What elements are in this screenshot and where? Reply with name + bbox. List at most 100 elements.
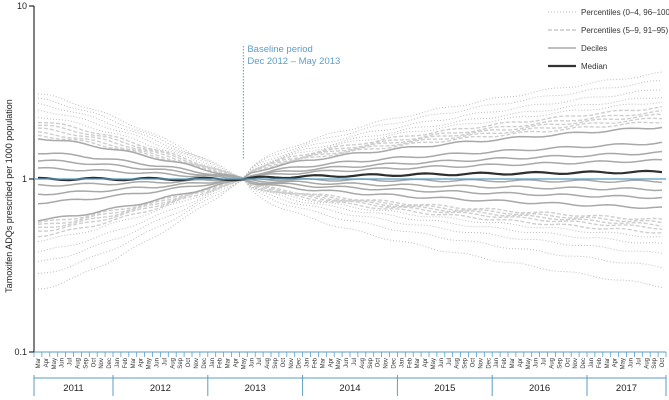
- month-label-71: Feb: [597, 357, 603, 368]
- month-label-52: Jul: [447, 358, 453, 366]
- series-line-mid-23: [37, 177, 663, 238]
- month-label-25: Apr: [233, 358, 239, 367]
- month-label-59: Feb: [502, 357, 508, 368]
- month-label-44: Nov: [384, 358, 390, 369]
- month-label-58: Jan: [494, 358, 500, 368]
- month-label-30: Sep: [273, 357, 279, 368]
- month-label-16: Jul: [162, 358, 168, 366]
- month-label-34: Jan: [305, 358, 311, 368]
- month-label-31: Oct: [281, 358, 287, 368]
- series-line-mid-19: [37, 179, 663, 224]
- month-label-69: Dec: [581, 358, 587, 369]
- baseline-annotation-line1: Baseline period: [247, 44, 313, 55]
- month-label-14: May: [147, 358, 153, 369]
- x-axis: Mar Apr May Jun Jul Aug Sep Oct Nov Dec Jan Feb Mar A…: [33, 351, 667, 396]
- series-line-decile-13: [37, 158, 663, 181]
- month-label-8: Nov: [99, 358, 105, 369]
- series-line-decile-15: [37, 177, 663, 187]
- legend-label-1: Percentiles (5–9, 91–95): [581, 26, 669, 35]
- month-label-12: Mar: [131, 358, 137, 368]
- month-label-72: Mar: [605, 358, 611, 368]
- month-label-79: Oct: [660, 358, 666, 368]
- month-label-67: Oct: [565, 358, 571, 368]
- month-label-17: Aug: [170, 358, 176, 369]
- month-label-9: Dec: [107, 358, 113, 369]
- month-label-55: Oct: [470, 358, 476, 368]
- month-label-37: Apr: [328, 358, 334, 367]
- series-line-median-14: [37, 169, 663, 182]
- month-label-39: Jun: [344, 358, 350, 368]
- series-layer: [37, 71, 663, 290]
- month-label-1: Apr: [44, 358, 50, 367]
- year-label-2016: 2016: [529, 383, 550, 394]
- month-label-68: Nov: [573, 358, 579, 369]
- legend-label-3: Median: [581, 62, 607, 71]
- month-label-51: Jun: [439, 358, 445, 368]
- month-label-48: Mar: [415, 358, 421, 368]
- month-label-27: Jun: [249, 358, 255, 368]
- month-label-40: Jul: [352, 358, 358, 366]
- series-line-outer-3: [37, 97, 663, 179]
- month-label-74: May: [621, 358, 627, 369]
- series-line-mid-9: [37, 121, 663, 179]
- ytick-10: 10: [17, 1, 34, 11]
- month-label-54: Sep: [463, 357, 469, 368]
- month-label-62: May: [526, 358, 532, 369]
- month-label-53: Aug: [455, 358, 461, 369]
- month-label-18: Sep: [178, 357, 184, 368]
- month-label-5: Aug: [76, 358, 82, 369]
- month-label-13: Apr: [139, 358, 145, 367]
- series-line-outer-26: [37, 179, 663, 262]
- month-label-46: Jan: [399, 358, 405, 368]
- year-label-2014: 2014: [339, 383, 360, 394]
- legend: Percentiles (0–4, 96–100) Percentiles (5–…: [548, 8, 669, 71]
- year-label-2012: 2012: [150, 383, 171, 394]
- series-line-decile-10: [37, 126, 663, 179]
- year-label-2017: 2017: [616, 383, 637, 394]
- month-label-4: Jul: [68, 358, 74, 366]
- series-line-decile-12: [37, 150, 663, 181]
- month-label-26: May: [241, 358, 247, 369]
- month-label-38: May: [336, 358, 342, 369]
- series-line-mid-8: [37, 117, 663, 180]
- month-label-22: Jan: [210, 358, 216, 368]
- ytick-label-0.1: 0.1: [14, 347, 27, 357]
- series-line-outer-28: [37, 177, 663, 290]
- month-label-28: Jul: [257, 358, 263, 366]
- month-label-63: Jun: [534, 358, 540, 368]
- legend-label-2: Deciles: [581, 44, 607, 53]
- month-label-43: Oct: [376, 358, 382, 368]
- month-label-15: Jun: [154, 358, 160, 368]
- series-line-mid-22: [37, 177, 663, 232]
- month-label-11: Feb: [123, 357, 129, 368]
- month-label-7: Oct: [91, 358, 97, 368]
- series-line-outer-24: [37, 178, 663, 243]
- year-label-2015: 2015: [434, 383, 455, 394]
- month-label-2: May: [52, 358, 58, 369]
- month-label-60: Mar: [510, 358, 516, 368]
- series-line-outer-1: [37, 80, 663, 181]
- series-line-outer-4: [37, 101, 663, 179]
- legend-label-0: Percentiles (0–4, 96–100): [581, 8, 669, 17]
- month-label-64: Jul: [542, 358, 548, 366]
- ytick-1: 1: [22, 174, 34, 184]
- month-label-0: Mar: [36, 358, 42, 368]
- month-label-36: Mar: [320, 358, 326, 368]
- month-label-49: Apr: [423, 358, 429, 367]
- series-line-outer-0: [37, 71, 663, 181]
- month-label-35: Feb: [312, 357, 318, 368]
- month-label-66: Sep: [557, 357, 563, 368]
- month-label-50: May: [431, 358, 437, 369]
- series-line-mid-6: [37, 109, 663, 181]
- month-label-61: Apr: [518, 358, 524, 367]
- month-label-65: Aug: [550, 358, 556, 369]
- series-line-outer-2: [37, 89, 663, 180]
- month-label-76: Jul: [636, 358, 642, 366]
- series-line-mid-20: [37, 178, 663, 225]
- month-label-45: Dec: [391, 358, 397, 369]
- series-line-outer-27: [37, 178, 663, 275]
- month-label-47: Feb: [407, 357, 413, 368]
- series-line-outer-25: [37, 179, 663, 253]
- month-label-19: Oct: [186, 358, 192, 368]
